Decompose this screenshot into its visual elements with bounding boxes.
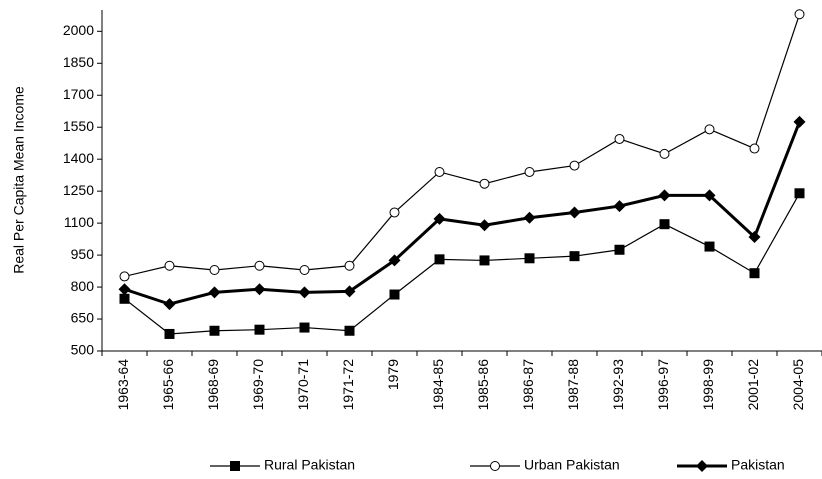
x-tick-label: 1998-99 (700, 359, 716, 411)
x-tick-label: 1969-70 (250, 359, 266, 411)
marker (254, 260, 265, 271)
legend-marker (696, 460, 708, 472)
legend-label: Pakistan (731, 457, 785, 473)
marker (119, 293, 130, 304)
marker (704, 241, 715, 252)
marker (659, 148, 670, 159)
x-tick-label: 1984-85 (430, 359, 446, 411)
marker (434, 166, 445, 177)
marker (434, 254, 445, 265)
x-tick-label: 1968-69 (205, 359, 221, 411)
y-tick-label: 1250 (63, 182, 94, 198)
marker (524, 166, 535, 177)
x-tick-label: 1971-72 (340, 359, 356, 411)
marker (524, 253, 535, 264)
x-tick-label: 1985-86 (475, 359, 491, 411)
marker (343, 285, 356, 298)
marker (388, 254, 401, 267)
legend-marker (230, 461, 240, 471)
marker (479, 178, 490, 189)
x-tick-label: 1965-66 (160, 359, 176, 411)
y-tick-label: 950 (71, 246, 95, 262)
marker (389, 289, 400, 300)
y-tick-label: 1700 (63, 86, 94, 102)
marker (749, 143, 760, 154)
y-tick-label: 1100 (64, 214, 94, 230)
marker (163, 298, 176, 311)
marker (119, 271, 130, 282)
marker (614, 244, 625, 255)
marker (479, 255, 490, 266)
legend-label: Urban Pakistan (524, 457, 620, 473)
x-tick-label: 1979 (385, 359, 401, 390)
marker (344, 325, 355, 336)
marker (613, 200, 626, 213)
marker (253, 283, 266, 296)
x-tick-label: 1992-93 (610, 359, 626, 411)
marker (749, 268, 760, 279)
y-axis-title: Real Per Capita Mean Income (11, 86, 27, 274)
marker (254, 324, 265, 335)
marker (299, 265, 310, 276)
legend-label: Rural Pakistan (264, 457, 355, 473)
marker (794, 188, 805, 199)
marker (659, 219, 670, 230)
x-tick-label: 2004-05 (790, 359, 806, 411)
marker (569, 160, 580, 171)
x-tick-label: 2001-02 (745, 359, 761, 411)
marker (298, 286, 311, 299)
x-tick-label: 1987-88 (565, 359, 581, 411)
marker (568, 206, 581, 219)
marker (344, 260, 355, 271)
marker (569, 251, 580, 262)
marker (164, 260, 175, 271)
series-line (124, 192, 801, 335)
marker (118, 283, 131, 296)
x-tick-label: 1996-97 (655, 359, 671, 411)
marker (299, 322, 310, 333)
series-line (124, 14, 801, 277)
marker (658, 189, 671, 202)
marker (748, 230, 761, 243)
x-tick-label: 1986-87 (520, 359, 536, 411)
y-tick-label: 650 (71, 310, 95, 326)
marker (614, 133, 625, 144)
y-tick-label: 1400 (63, 150, 94, 166)
marker (164, 328, 175, 339)
marker (704, 124, 715, 135)
series-line (124, 121, 801, 306)
y-tick-label: 1850 (63, 54, 94, 70)
y-tick-label: 1550 (63, 118, 94, 134)
marker (478, 219, 491, 232)
x-tick-label: 1970-71 (295, 359, 311, 411)
y-tick-label: 800 (71, 278, 95, 294)
marker (793, 115, 806, 128)
marker (523, 211, 536, 224)
marker (208, 286, 221, 299)
marker (794, 9, 805, 20)
marker (389, 207, 400, 218)
y-tick-label: 2000 (63, 22, 94, 38)
marker (209, 265, 220, 276)
legend-marker (490, 461, 500, 471)
marker (209, 325, 220, 336)
x-tick-label: 1963-64 (115, 359, 131, 411)
y-tick-label: 500 (71, 342, 95, 358)
marker (433, 212, 446, 225)
marker (703, 189, 716, 202)
